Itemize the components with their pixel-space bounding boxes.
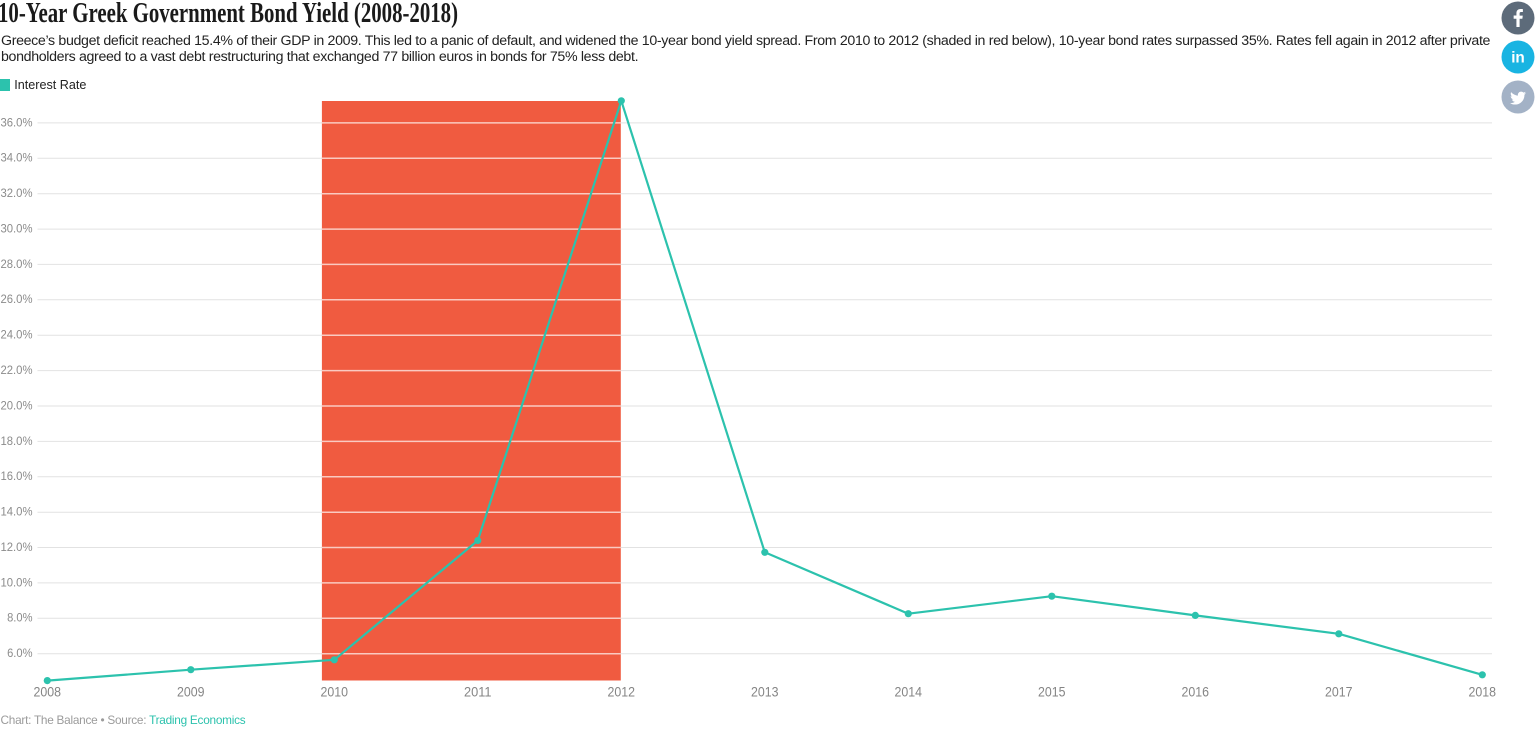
svg-text:22.0%: 22.0% [1,363,33,377]
svg-text:14.0%: 14.0% [1,505,33,519]
svg-text:6.0%: 6.0% [7,646,32,660]
svg-text:2015: 2015 [1038,684,1066,700]
svg-text:28.0%: 28.0% [1,257,33,271]
svg-text:2012: 2012 [608,684,636,700]
svg-text:2017: 2017 [1325,684,1353,700]
svg-text:2008: 2008 [34,684,62,700]
svg-text:2011: 2011 [464,684,492,700]
svg-text:2014: 2014 [895,684,923,700]
svg-text:12.0%: 12.0% [1,540,33,554]
svg-text:34.0%: 34.0% [1,151,33,165]
svg-text:18.0%: 18.0% [1,434,33,448]
svg-text:16.0%: 16.0% [1,469,33,483]
svg-text:30.0%: 30.0% [1,222,33,236]
svg-text:36.0%: 36.0% [1,115,33,129]
svg-text:8.0%: 8.0% [7,611,32,625]
svg-text:26.0%: 26.0% [1,292,33,306]
svg-text:24.0%: 24.0% [1,328,33,342]
svg-text:2009: 2009 [177,684,205,700]
svg-text:in: in [1511,50,1525,67]
svg-text:2016: 2016 [1182,684,1210,700]
svg-text:32.0%: 32.0% [1,186,33,200]
svg-text:20.0%: 20.0% [1,398,33,412]
svg-text:2013: 2013 [751,684,779,700]
svg-text:2010: 2010 [321,684,349,700]
svg-text:10.0%: 10.0% [1,575,33,589]
svg-text:2018: 2018 [1469,684,1497,700]
